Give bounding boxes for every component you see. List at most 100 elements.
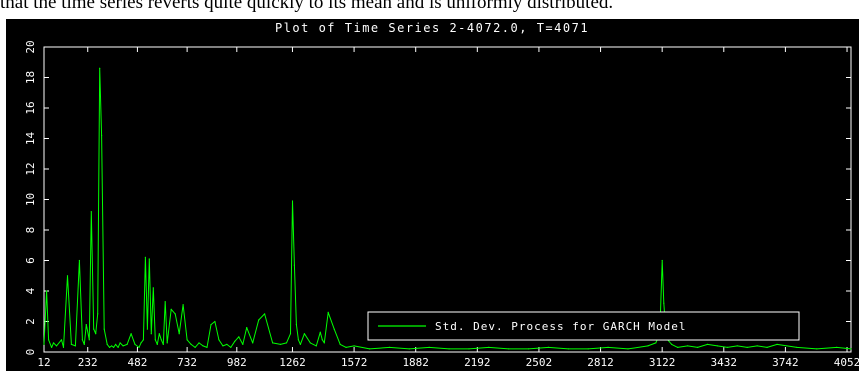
data-point [99, 67, 101, 69]
data-point [327, 311, 329, 313]
x-tick-label: 2812 [587, 356, 614, 369]
y-axis: 0 2 4 6 8 10 12 14 16 18 20 [24, 40, 851, 355]
data-point [293, 264, 295, 266]
data-point [182, 304, 184, 306]
data-point [194, 346, 196, 348]
data-point [607, 346, 609, 348]
data-point [252, 342, 254, 344]
x-tick-label: 732 [177, 356, 197, 369]
data-point [428, 346, 430, 348]
y-tick-label: 8 [24, 227, 37, 234]
data-point [119, 342, 121, 344]
data-point [295, 324, 297, 326]
data-point [117, 346, 119, 348]
x-tick-label: 1882 [402, 356, 429, 369]
data-point [319, 331, 321, 333]
chart-figure: Plot of Time Series 2-4072.0, T=4071 0 2 4… [6, 19, 859, 371]
data-point [736, 345, 738, 347]
data-point [115, 343, 117, 345]
legend: Std. Dev. Process for GARCH Model [367, 311, 800, 341]
data-point [289, 333, 292, 335]
data-point [508, 348, 510, 350]
data-point [323, 342, 325, 344]
data-point [138, 346, 140, 348]
data-point [106, 343, 108, 345]
x-tick-label: 232 [78, 356, 98, 369]
data-point [353, 345, 355, 347]
data-point [687, 345, 689, 347]
data-point [113, 346, 115, 348]
data-point [746, 346, 748, 348]
data-point [144, 256, 146, 258]
data-point [48, 339, 50, 341]
data-point [170, 308, 172, 310]
data-point [716, 345, 719, 347]
data-point [816, 348, 818, 350]
data-point [60, 339, 63, 341]
data-point [234, 340, 236, 342]
x-tick-label: 982 [227, 356, 247, 369]
data-point [776, 343, 778, 345]
y-tick-label: 12 [24, 162, 37, 175]
data-point [78, 259, 80, 262]
y-tick-label: 4 [24, 287, 37, 294]
data-point [46, 290, 48, 292]
legend-box [367, 311, 800, 341]
data-point [230, 346, 232, 348]
data-point [291, 200, 294, 202]
data-point [218, 339, 220, 341]
data-point [726, 346, 729, 348]
data-point [299, 343, 301, 345]
data-point [285, 342, 288, 344]
data-point [528, 348, 530, 350]
data-point [226, 343, 228, 345]
x-tick-label: 482 [127, 356, 147, 369]
data-point [488, 346, 490, 348]
data-point [174, 313, 176, 315]
data-point [468, 348, 470, 350]
data-point [93, 328, 95, 330]
data-point [70, 343, 72, 345]
data-point [160, 339, 162, 341]
data-point [148, 258, 150, 260]
data-point [95, 333, 97, 335]
data-point [303, 333, 305, 335]
chart-title: Plot of Time Series 2-4072.0, T=4071 [275, 21, 589, 35]
data-point [242, 343, 244, 345]
legend-label: Std. Dev. Process for GARCH Model [435, 320, 687, 333]
data-point [206, 346, 208, 348]
x-tick-label: 12 [37, 356, 50, 369]
x-tick-label: 3742 [772, 356, 799, 369]
data-point [796, 346, 798, 348]
x-tick-label: 2502 [526, 356, 553, 369]
data-point [150, 333, 152, 335]
data-point [309, 342, 311, 344]
data-point [152, 287, 154, 289]
data-point [97, 313, 99, 315]
data-point [156, 343, 158, 345]
data-point [647, 345, 649, 347]
data-point [134, 343, 136, 345]
data-point [55, 345, 58, 347]
data-point [51, 346, 53, 348]
garch-std-dev-chart: Plot of Time Series 2-4072.0, T=4071 0 2 4… [24, 21, 859, 369]
data-point [90, 211, 92, 213]
data-point [52, 342, 55, 344]
data-point [101, 134, 103, 137]
data-point [272, 342, 274, 344]
y-tick-label: 18 [24, 71, 37, 84]
y-tick-label: 6 [24, 257, 37, 264]
data-point [154, 339, 156, 341]
y-tick-label: 10 [24, 193, 37, 206]
data-point [178, 333, 180, 335]
data-point [663, 302, 665, 304]
data-point [122, 345, 124, 347]
series-line-0 [43, 67, 852, 350]
data-point [140, 342, 142, 344]
data-point [671, 343, 673, 345]
data-point [756, 345, 758, 347]
data-point [158, 333, 160, 335]
data-point [567, 348, 570, 350]
y-tick-label: 20 [24, 40, 37, 53]
series-layer [43, 67, 852, 350]
